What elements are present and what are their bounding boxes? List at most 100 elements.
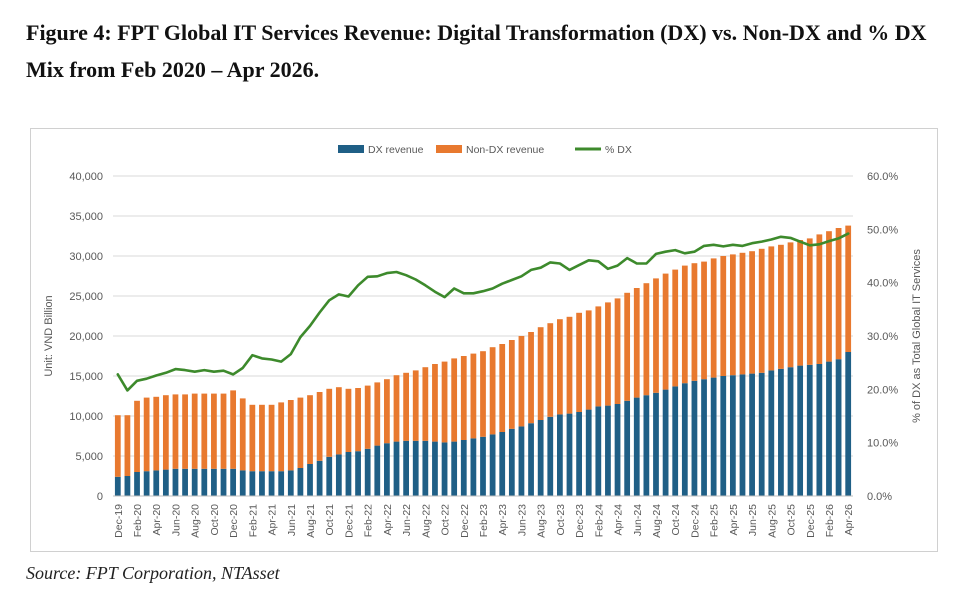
bar-non-dx [489, 347, 496, 435]
bar-dx [345, 452, 352, 496]
bar-dx [297, 468, 304, 496]
bar-non-dx [470, 353, 477, 439]
bar-non-dx [239, 398, 246, 471]
bar-non-dx [624, 292, 631, 401]
bar-dx [335, 454, 342, 496]
line-pct-dx [116, 232, 850, 392]
bar-dx [739, 374, 746, 496]
bar-dx [230, 468, 237, 496]
bar-dx [585, 409, 592, 496]
bar-non-dx [633, 288, 640, 398]
x-tick-label: Feb-23 [478, 504, 490, 537]
x-tick-label: Oct-21 [324, 504, 336, 536]
bar-non-dx [201, 393, 208, 469]
x-tick-label: Jun-22 [401, 504, 413, 536]
bar-non-dx [585, 310, 592, 410]
bar-dx [316, 460, 323, 496]
x-tick-label: Apr-20 [151, 504, 163, 536]
bar-non-dx [614, 298, 621, 404]
x-tick-label: Aug-25 [766, 504, 778, 538]
bar-non-dx [508, 340, 515, 429]
bar-dx [182, 468, 188, 496]
bar-non-dx [797, 240, 804, 366]
bar-non-dx [287, 400, 294, 471]
bar-dx [384, 443, 390, 496]
bar-non-dx [374, 382, 381, 446]
bar-dx [547, 416, 554, 496]
x-tick-label: Dec-25 [805, 504, 817, 538]
x-tick-label: Jun-24 [632, 504, 644, 536]
bar-non-dx [758, 248, 765, 373]
y-tick-label: 20,000 [69, 331, 103, 343]
bar-dx [239, 470, 246, 496]
bar-dx [441, 442, 448, 496]
x-tick-label: Aug-24 [651, 504, 663, 538]
x-tick-label: Oct-25 [786, 504, 798, 536]
bar-dx [806, 364, 813, 496]
bar-dx [624, 400, 631, 496]
bar-dx [528, 423, 534, 496]
y-axis-title: Unit: VND Billion [43, 295, 55, 376]
bar-non-dx [460, 356, 467, 440]
bar-dx [422, 440, 429, 496]
bar-non-dx [557, 319, 563, 415]
bar-non-dx [806, 238, 813, 365]
bar-dx [393, 441, 400, 496]
bar-non-dx [191, 393, 198, 469]
bar-non-dx [768, 246, 775, 371]
x-tick-label: Oct-24 [670, 504, 682, 536]
bar-dx [845, 352, 852, 496]
bar-non-dx [230, 390, 237, 469]
bar-dx [605, 405, 611, 496]
figure-title: Figure 4: FPT Global IT Services Revenue… [26, 20, 927, 82]
bar-dx [374, 445, 381, 496]
bar-dx [710, 377, 717, 496]
legend-label-dx: DX revenue [368, 144, 424, 156]
bar-dx [287, 470, 294, 496]
bar-non-dx [412, 370, 419, 441]
bar-non-dx [528, 332, 534, 424]
x-tick-label: Jun-25 [747, 504, 759, 536]
bar-dx [720, 376, 727, 496]
y2-tick-label: 10.0% [867, 438, 898, 450]
x-tick-label: Dec-21 [344, 504, 356, 538]
bar-non-dx [778, 244, 784, 369]
bar-non-dx [547, 323, 554, 417]
bar-non-dx [211, 393, 217, 469]
bar-non-dx [278, 402, 285, 472]
x-tick-label: Apr-23 [497, 504, 509, 536]
bar-dx [432, 441, 438, 496]
y-tick-label: 25,000 [69, 291, 103, 303]
bar-dx [758, 372, 765, 496]
bar-non-dx [653, 278, 659, 393]
x-tick-label: Oct-23 [555, 504, 567, 536]
bar-non-dx [672, 269, 679, 387]
bar-dx [778, 368, 784, 496]
y-tick-label: 0 [97, 491, 103, 503]
x-tick-label: Apr-21 [267, 504, 279, 536]
bar-non-dx [480, 351, 486, 437]
bar-dx [787, 367, 794, 496]
x-tick-label: Aug-20 [190, 504, 202, 538]
bar-non-dx [316, 392, 323, 461]
x-tick-label: Apr-26 [843, 504, 855, 536]
bar-dx [460, 440, 467, 496]
bar-dx [412, 440, 419, 496]
bar-dx [153, 470, 160, 496]
y2-tick-label: 30.0% [867, 331, 898, 343]
bar-dx [662, 389, 669, 496]
bar-non-dx [662, 273, 669, 390]
legend-label-pct-dx: % DX [605, 144, 632, 156]
bar-non-dx [595, 306, 602, 407]
y-tick-label: 35,000 [69, 211, 103, 223]
bar-dx [124, 476, 131, 496]
y2-axis-title: % of DX as Total Global IT Services [911, 249, 923, 423]
bar-dx [653, 392, 659, 496]
x-tick-label: Apr-25 [728, 504, 740, 536]
bar-non-dx [335, 387, 342, 455]
bar-non-dx [499, 344, 506, 432]
bar-non-dx [441, 361, 448, 443]
x-tick-label: Dec-23 [574, 504, 586, 538]
bar-dx [835, 359, 842, 496]
bar-dx [826, 361, 832, 496]
